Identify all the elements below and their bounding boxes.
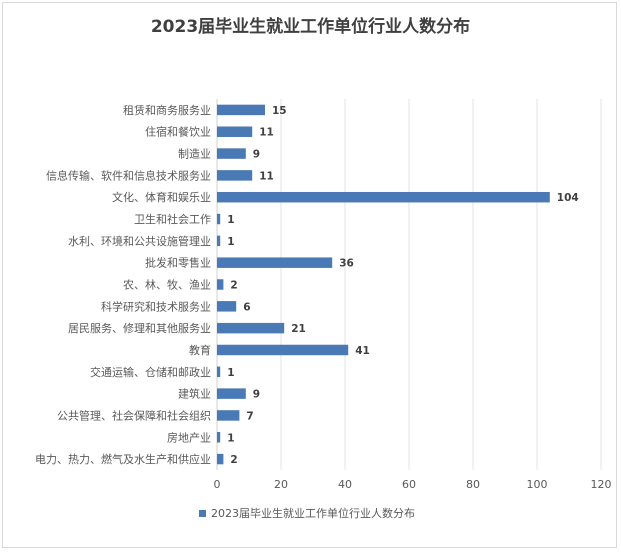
data-label: 1 bbox=[227, 432, 234, 444]
category-labels: 租赁和商务服务业住宿和餐饮业制造业信息传输、软件和信息技术服务业文化、体育和娱乐… bbox=[35, 103, 211, 466]
data-label: 104 bbox=[557, 192, 579, 204]
bar bbox=[217, 170, 253, 181]
category-label: 批发和零售业 bbox=[145, 256, 211, 270]
bar bbox=[217, 104, 265, 116]
data-label: 11 bbox=[259, 127, 274, 139]
bar bbox=[217, 213, 221, 225]
category-label: 文化、体育和娱乐业 bbox=[112, 190, 211, 204]
bar bbox=[217, 344, 349, 356]
data-label: 2 bbox=[230, 280, 237, 292]
bar bbox=[217, 257, 333, 268]
legend-swatch bbox=[199, 510, 206, 517]
legend-label: 2023届毕业生就业工作单位行业人数分布 bbox=[211, 506, 415, 520]
data-label: 2 bbox=[230, 454, 237, 466]
bar bbox=[217, 279, 224, 290]
legend: 2023届毕业生就业工作单位行业人数分布 bbox=[199, 506, 415, 520]
category-label: 农、林、牧、渔业 bbox=[123, 278, 211, 292]
chart-frame bbox=[2, 2, 617, 548]
category-label: 卫生和社会工作 bbox=[134, 212, 211, 226]
bar bbox=[217, 126, 253, 137]
data-label: 9 bbox=[253, 389, 260, 401]
data-label: 36 bbox=[339, 258, 354, 270]
data-label: 9 bbox=[253, 149, 260, 161]
category-label: 住宿和餐饮业 bbox=[145, 125, 211, 139]
gridlines bbox=[216, 99, 602, 470]
bar bbox=[217, 301, 237, 312]
x-tick-label: 60 bbox=[402, 478, 416, 491]
x-tick-label: 0 bbox=[214, 478, 221, 491]
x-tick-label: 20 bbox=[274, 478, 288, 491]
bar bbox=[217, 322, 285, 334]
data-label: 21 bbox=[291, 323, 306, 335]
bar bbox=[217, 191, 550, 203]
data-label: 7 bbox=[246, 410, 253, 422]
category-label: 教育 bbox=[189, 343, 211, 357]
x-tick-label: 80 bbox=[466, 478, 480, 491]
x-axis-ticks: 0 20 40 60 80 100 120 bbox=[214, 478, 612, 491]
data-label: 1 bbox=[227, 236, 234, 248]
bar bbox=[217, 453, 224, 465]
category-label: 信息传输、软件和信息技术服务业 bbox=[46, 168, 211, 182]
x-tick-label: 40 bbox=[338, 478, 352, 491]
data-label: 11 bbox=[259, 170, 274, 182]
category-label: 交通运输、仓储和邮政业 bbox=[90, 365, 211, 379]
data-label: 6 bbox=[243, 301, 250, 313]
category-label: 居民服务、修理和其他服务业 bbox=[68, 321, 211, 335]
category-label: 建筑业 bbox=[178, 387, 211, 401]
bar bbox=[217, 410, 240, 421]
x-tick-label: 100 bbox=[527, 478, 548, 491]
x-tick-label: 120 bbox=[591, 478, 612, 491]
data-label: 41 bbox=[355, 345, 370, 357]
bar bbox=[217, 388, 246, 399]
bar bbox=[217, 432, 221, 443]
category-label: 公共管理、社会保障和社会组织 bbox=[57, 408, 211, 422]
category-label: 电力、热力、燃气及水生产和供应业 bbox=[35, 452, 211, 466]
category-label: 房地产业 bbox=[167, 430, 211, 444]
bars bbox=[217, 104, 550, 465]
chart-title: 2023届毕业生就业工作单位行业人数分布 bbox=[150, 17, 471, 37]
bar bbox=[217, 366, 221, 378]
category-label: 制造业 bbox=[178, 147, 211, 161]
category-label: 水利、环境和公共设施管理业 bbox=[68, 234, 211, 248]
bar bbox=[217, 148, 246, 159]
data-label: 1 bbox=[227, 367, 234, 379]
bar bbox=[217, 235, 221, 247]
category-label: 租赁和商务服务业 bbox=[123, 103, 211, 117]
data-label: 1 bbox=[227, 214, 234, 226]
category-label: 科学研究和技术服务业 bbox=[101, 299, 211, 313]
data-label: 15 bbox=[272, 105, 287, 117]
